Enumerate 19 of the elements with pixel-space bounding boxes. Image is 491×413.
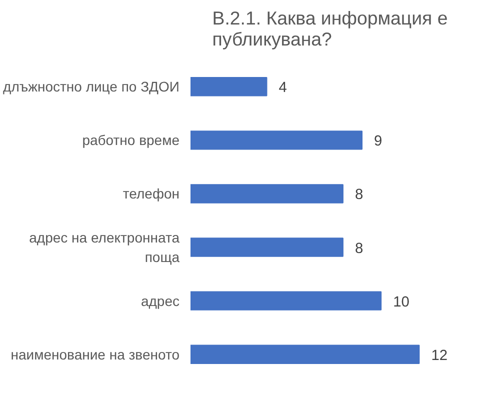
y-tick-label: телефон xyxy=(122,186,180,202)
bar xyxy=(190,184,344,204)
bar xyxy=(190,291,382,310)
data-label: 8 xyxy=(354,240,364,257)
y-tick-label: длъжностно лице по ЗДОИ xyxy=(3,78,180,95)
chart-title: В.2.1. Каква информация е публикувана? xyxy=(212,8,448,50)
data-label: 8 xyxy=(354,187,364,204)
y-tick-label: адрес xyxy=(140,292,180,309)
bar xyxy=(190,130,363,150)
data-label: 9 xyxy=(374,134,382,150)
bar xyxy=(190,77,268,96)
y-tick-label: работно време xyxy=(82,132,180,148)
y-tick-label: наименование на звеното xyxy=(10,346,180,362)
data-label: 10 xyxy=(393,294,410,310)
bar xyxy=(190,344,420,364)
data-label: 4 xyxy=(278,80,287,96)
bar xyxy=(190,238,344,257)
y-tick-label: адрес на електронната поща xyxy=(29,230,180,265)
data-label: 12 xyxy=(431,348,448,364)
